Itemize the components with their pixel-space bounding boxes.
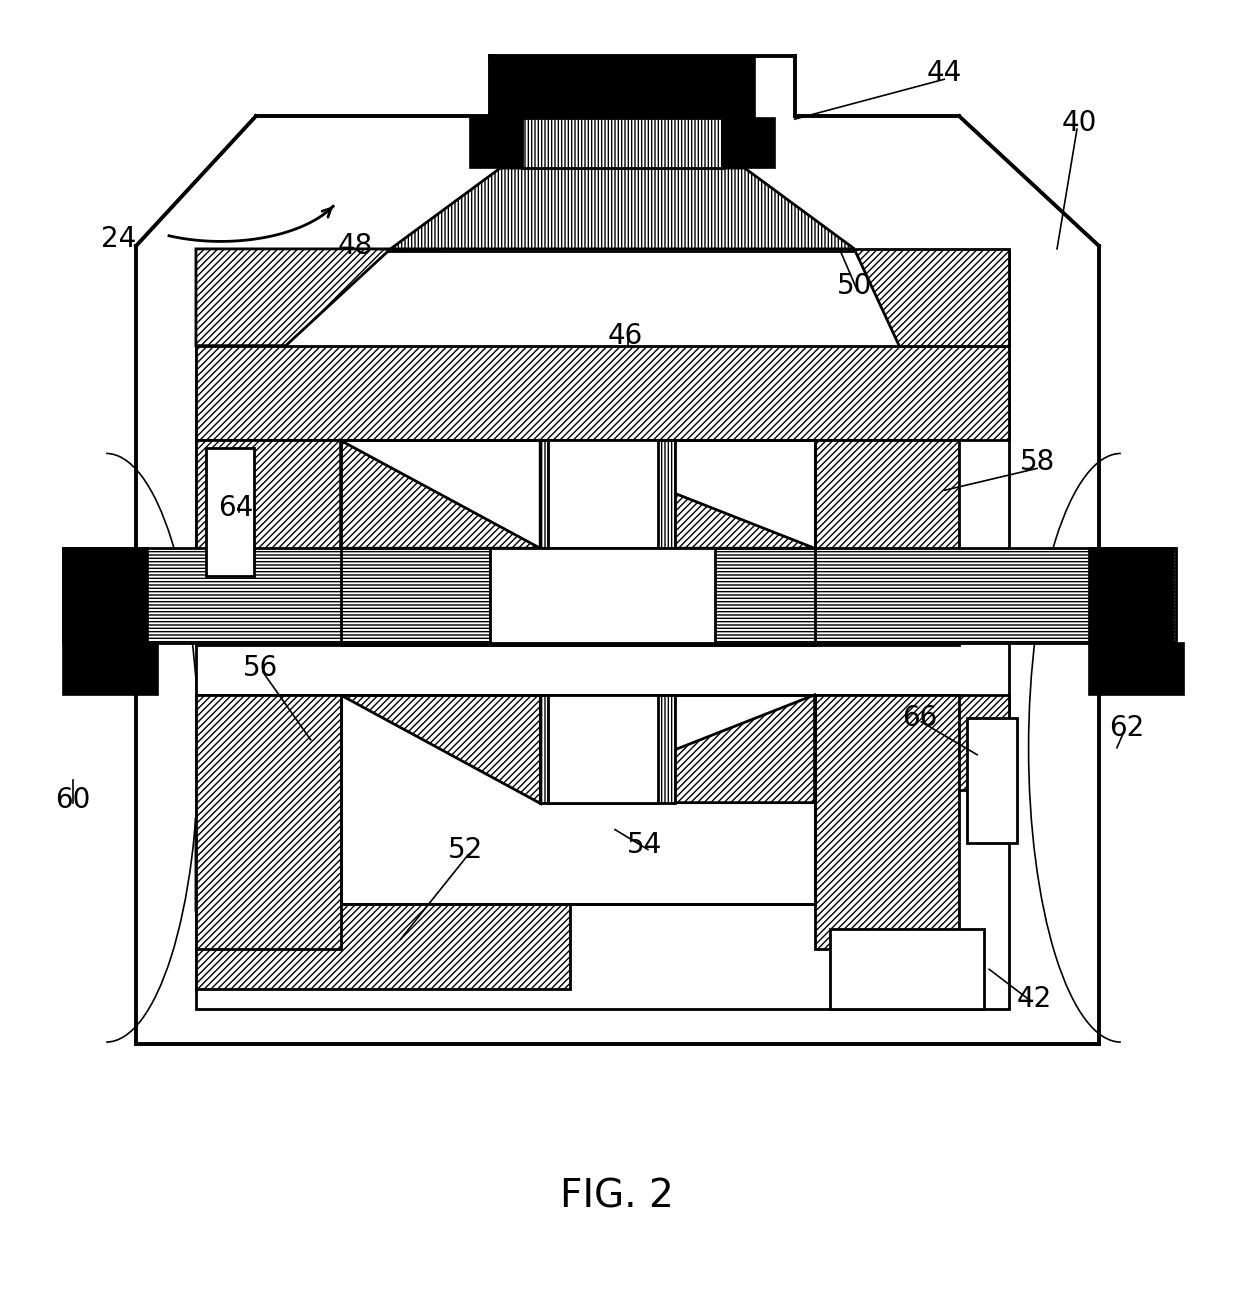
Bar [341,440,815,644]
Bar [63,549,148,643]
Bar [554,701,652,797]
Bar [830,929,985,1009]
Text: 40: 40 [1061,109,1096,137]
Bar [548,695,658,802]
Text: 48: 48 [339,232,373,260]
Bar [196,905,570,989]
Text: 42: 42 [1017,985,1052,1013]
Text: 50: 50 [837,272,872,300]
Bar [196,251,1009,1009]
Bar [548,440,658,549]
Bar [206,449,254,576]
Bar [341,440,815,644]
Bar [723,118,775,168]
Bar [510,57,745,118]
Bar [815,440,960,644]
Bar [196,345,1009,440]
Bar [541,695,675,802]
Bar [522,118,723,168]
Polygon shape [391,168,854,248]
Text: 58: 58 [1019,449,1055,476]
Text: FIG. 2: FIG. 2 [560,1178,673,1216]
Bar [542,57,703,118]
Text: 24: 24 [102,225,136,252]
Polygon shape [854,248,1009,345]
Polygon shape [196,248,391,345]
Bar [1089,643,1184,695]
Polygon shape [541,440,815,549]
Text: 62: 62 [1110,714,1145,741]
Bar [63,549,1176,643]
Bar [490,57,542,118]
Bar [196,440,341,644]
Text: 44: 44 [926,60,962,87]
Polygon shape [196,819,341,910]
Bar [196,695,341,950]
Text: 52: 52 [448,836,482,863]
Bar [554,446,652,542]
Text: 66: 66 [901,704,937,732]
Bar [541,440,675,549]
Bar [967,718,1017,842]
Bar [1089,549,1174,643]
Text: 46: 46 [608,322,642,349]
Bar [490,549,714,643]
Text: 60: 60 [56,785,91,814]
Bar [63,643,157,695]
Text: 56: 56 [243,653,279,682]
Polygon shape [341,440,541,549]
Text: 54: 54 [627,831,662,858]
Bar [341,695,815,905]
Bar [470,118,522,168]
Bar [341,695,815,905]
Text: 64: 64 [218,494,253,523]
Polygon shape [341,695,541,802]
Bar [196,695,1009,789]
Bar [703,57,755,118]
Polygon shape [541,695,815,802]
Bar [815,695,960,950]
